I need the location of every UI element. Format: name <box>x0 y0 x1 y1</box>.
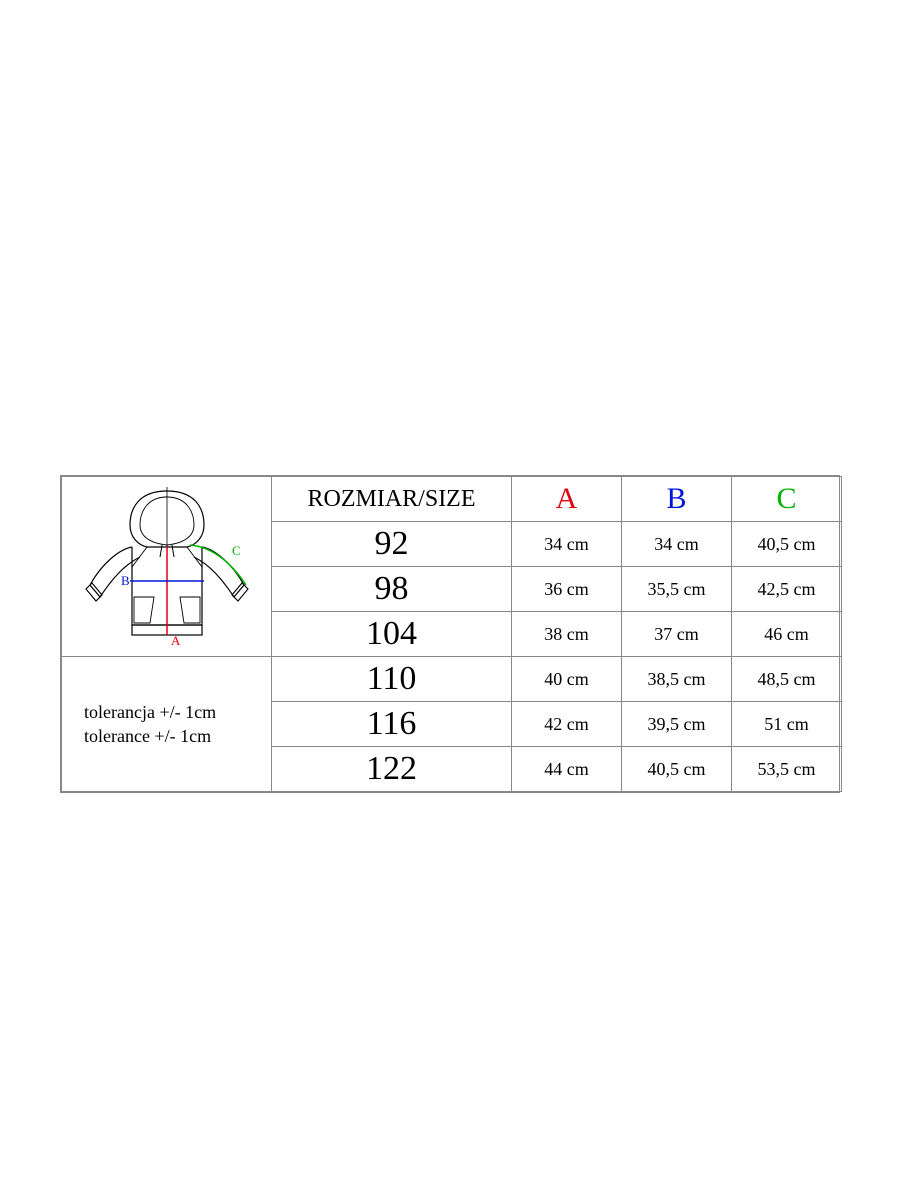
cell-size: 104 <box>272 612 512 657</box>
cell-size: 122 <box>272 747 512 792</box>
cell-b: 34 cm <box>622 522 732 567</box>
cell-a: 40 cm <box>512 657 622 702</box>
tolerance-line-1: tolerancja +/- 1cm <box>84 702 216 722</box>
cell-b: 37 cm <box>622 612 732 657</box>
cell-b: 35,5 cm <box>622 567 732 612</box>
cell-c: 42,5 cm <box>732 567 842 612</box>
cell-b: 39,5 cm <box>622 702 732 747</box>
cell-a: 42 cm <box>512 702 622 747</box>
cell-b: 40,5 cm <box>622 747 732 792</box>
size-chart: B A C ROZMIAR/SIZE A B C 92 34 cm 34 cm … <box>60 475 840 793</box>
cell-a: 38 cm <box>512 612 622 657</box>
tolerance-cell: tolerancja +/- 1cm tolerance +/- 1cm <box>62 657 272 792</box>
diagram-cell: B A C <box>62 477 272 657</box>
hoodie-diagram: B A C <box>72 485 262 650</box>
table-row: tolerancja +/- 1cm tolerance +/- 1cm 110… <box>62 657 842 702</box>
header-a: A <box>512 477 622 522</box>
size-table: B A C ROZMIAR/SIZE A B C 92 34 cm 34 cm … <box>61 476 842 792</box>
header-size: ROZMIAR/SIZE <box>272 477 512 522</box>
table-header-row: B A C ROZMIAR/SIZE A B C <box>62 477 842 522</box>
header-b: B <box>622 477 732 522</box>
cell-c: 48,5 cm <box>732 657 842 702</box>
tolerance-line-2: tolerance +/- 1cm <box>84 726 211 746</box>
cell-c: 46 cm <box>732 612 842 657</box>
cell-a: 36 cm <box>512 567 622 612</box>
cell-c: 51 cm <box>732 702 842 747</box>
page: B A C ROZMIAR/SIZE A B C 92 34 cm 34 cm … <box>0 0 900 1200</box>
cell-b: 38,5 cm <box>622 657 732 702</box>
diagram-label-b: B <box>121 573 130 588</box>
cell-size: 110 <box>272 657 512 702</box>
diagram-label-a: A <box>171 633 181 648</box>
cell-a: 34 cm <box>512 522 622 567</box>
header-c: C <box>732 477 842 522</box>
cell-size: 92 <box>272 522 512 567</box>
cell-a: 44 cm <box>512 747 622 792</box>
cell-size: 98 <box>272 567 512 612</box>
diagram-label-c: C <box>232 543 241 558</box>
cell-c: 40,5 cm <box>732 522 842 567</box>
cell-c: 53,5 cm <box>732 747 842 792</box>
cell-size: 116 <box>272 702 512 747</box>
